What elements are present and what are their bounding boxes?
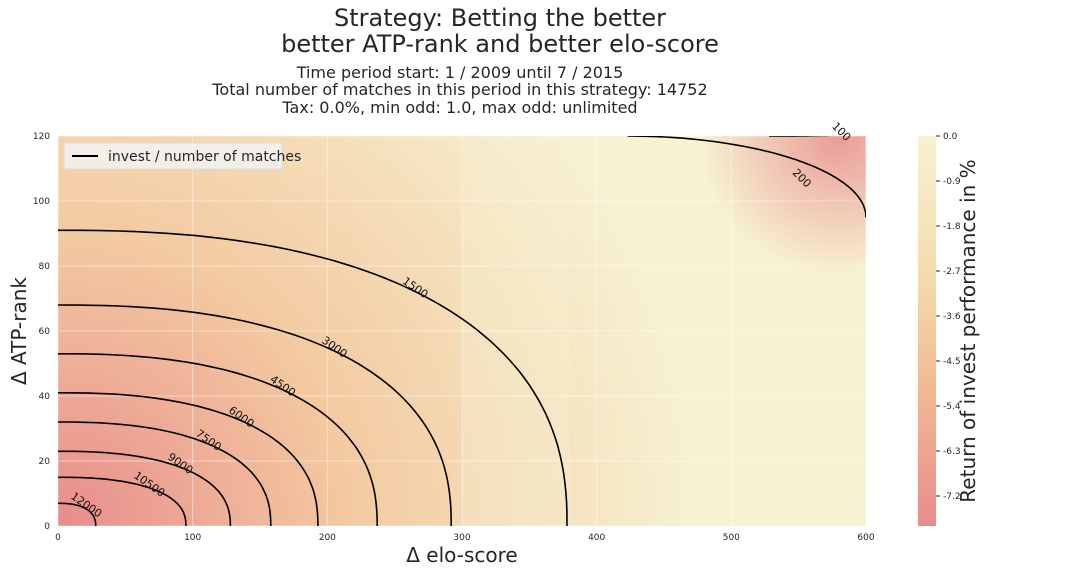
y-tick-label: 120 [33,132,50,142]
legend: invest / number of matches [63,142,301,170]
colorbar-tick-label: -6.3 [943,447,961,457]
x-tick-label: 0 [55,533,61,543]
legend-label: invest / number of matches [108,149,301,165]
contour-line-9000 [58,450,232,526]
heatmap-hot-region [58,136,866,526]
colorbar-tick-label: -1.8 [943,222,961,232]
y-tick-label: 100 [33,197,50,207]
contour-lines [58,136,866,526]
x-tick-label: 500 [723,533,740,543]
subtitle-time-period: Time period start: 1 / 2009 until 7 / 20… [296,63,624,82]
colorbar-tick-label: 0.0 [943,132,958,142]
colorbar-gradient [918,136,936,526]
x-tick-label: 600 [857,533,874,543]
contour-line-12000 [58,502,97,526]
colorbar-tick-label: -7.2 [943,492,961,502]
y-tick-label: 40 [39,392,51,402]
y-tick-label: 20 [39,457,51,467]
contour-line-3000 [58,304,452,526]
subtitle-match-count: Total number of matches in this period i… [212,80,708,99]
contour-line-10500 [58,476,187,526]
x-tick-label: 400 [588,533,605,543]
colorbar-tick-label: -0.9 [943,177,961,187]
x-tick-label: 300 [453,533,470,543]
y-tick-label: 0 [44,522,50,532]
y-tick-label: 80 [39,262,51,272]
chart-title-line-1: Strategy: Betting the better [333,4,667,32]
contour-line-1500 [58,229,568,526]
x-tick-label: 100 [184,533,201,543]
colorbar-label: Return of invest performance in % [956,159,980,502]
grid-lines [57,135,867,527]
subtitle-tax-odds: Tax: 0.0%, min odd: 1.0, max odd: unlimi… [282,98,638,117]
colorbar-tick-label: -3.6 [943,312,961,322]
chart-title-line-2: better ATP-rank and better elo-score [281,30,719,58]
axis-ticks: 0 100 200 300 400 500 600 0 20 40 60 80 100 120 [33,132,875,543]
y-tick-label: 60 [39,327,51,337]
contour-line-6000 [58,392,319,526]
contour-line-4500 [58,353,378,526]
colorbar-tick-label: -2.7 [943,267,961,277]
contour-line-7500 [58,421,272,526]
heatmap-light-band [462,136,570,526]
colorbar-tick-label: -5.4 [943,402,961,412]
x-tick-label: 200 [319,533,336,543]
colorbar-tick-label: -4.5 [943,357,961,367]
y-axis-label: Δ ATP-rank [7,277,31,385]
heatmap-area [58,136,866,526]
legend-box [63,142,283,170]
contour-line-200 [627,136,866,218]
x-axis-label: Δ elo-score [406,543,517,567]
colorbar: 0.0 -0.9 -1.8 -2.7 -3.6 -4.5 -5.4 -6.3 -7.2 Retu… [918,132,980,526]
